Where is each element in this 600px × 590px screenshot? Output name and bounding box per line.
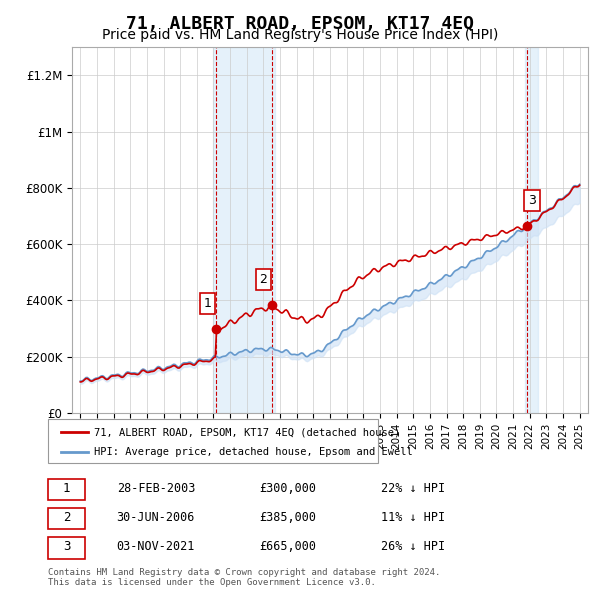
Text: 30-JUN-2006: 30-JUN-2006: [116, 511, 195, 525]
Text: £300,000: £300,000: [259, 482, 316, 495]
FancyBboxPatch shape: [48, 479, 85, 500]
Text: 11% ↓ HPI: 11% ↓ HPI: [380, 511, 445, 525]
FancyBboxPatch shape: [48, 419, 378, 463]
Text: Contains HM Land Registry data © Crown copyright and database right 2024.
This d: Contains HM Land Registry data © Crown c…: [48, 568, 440, 587]
Text: 2: 2: [259, 273, 268, 286]
Text: £385,000: £385,000: [259, 511, 316, 525]
Text: 1: 1: [204, 297, 212, 310]
Text: 3: 3: [63, 540, 70, 553]
Bar: [525, 47, 538, 413]
Text: 71, ALBERT ROAD, EPSOM, KT17 4EQ (detached house): 71, ALBERT ROAD, EPSOM, KT17 4EQ (detach…: [94, 427, 400, 437]
Text: 26% ↓ HPI: 26% ↓ HPI: [380, 540, 445, 553]
FancyBboxPatch shape: [48, 537, 85, 559]
Text: 3: 3: [528, 194, 536, 207]
Text: HPI: Average price, detached house, Epsom and Ewell: HPI: Average price, detached house, Epso…: [94, 447, 413, 457]
Text: 03-NOV-2021: 03-NOV-2021: [116, 540, 195, 553]
FancyBboxPatch shape: [48, 508, 85, 529]
Text: 2: 2: [63, 511, 70, 525]
Text: Price paid vs. HM Land Registry's House Price Index (HPI): Price paid vs. HM Land Registry's House …: [102, 28, 498, 42]
Text: 71, ALBERT ROAD, EPSOM, KT17 4EQ: 71, ALBERT ROAD, EPSOM, KT17 4EQ: [126, 15, 474, 33]
Bar: [214, 47, 275, 413]
Text: £665,000: £665,000: [259, 540, 316, 553]
Text: 22% ↓ HPI: 22% ↓ HPI: [380, 482, 445, 495]
Text: 28-FEB-2003: 28-FEB-2003: [116, 482, 195, 495]
Text: 1: 1: [63, 482, 70, 495]
